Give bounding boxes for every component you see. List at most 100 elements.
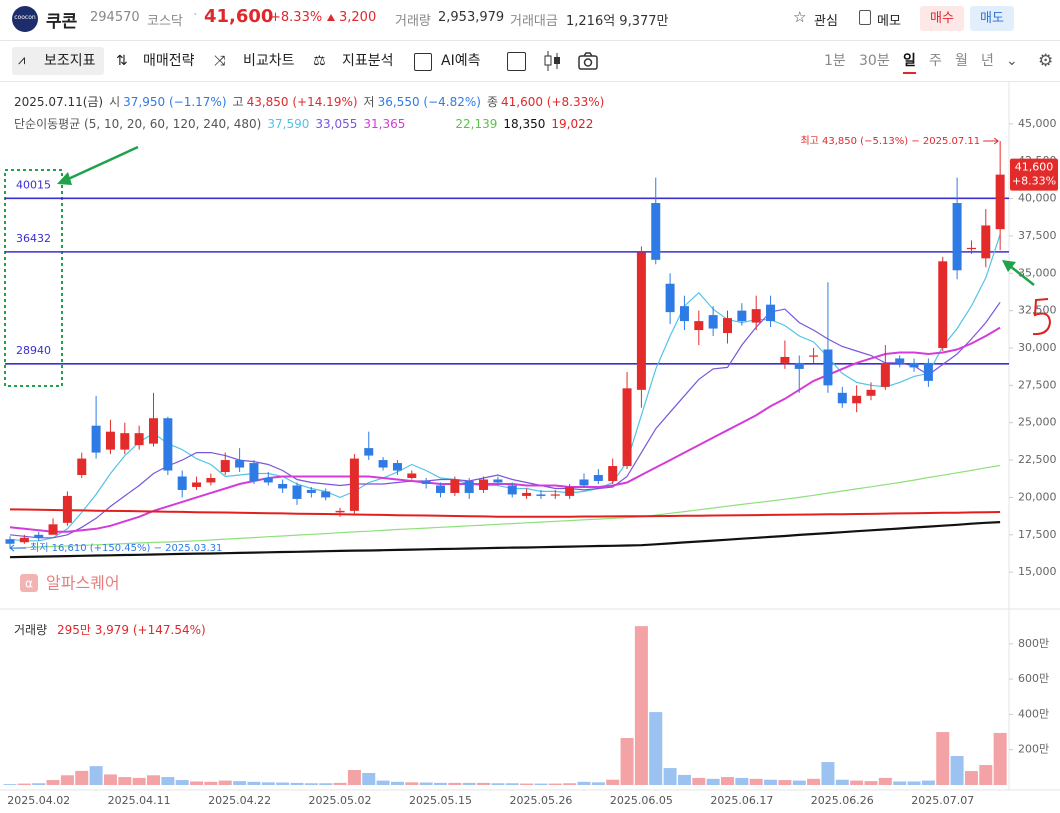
info-label: 고 [232,95,244,109]
volume-bar [979,765,993,785]
x-tick-label: 2025.06.17 [710,794,773,807]
period-button[interactable]: 월 [955,53,968,69]
candle-body [392,463,402,471]
y-tick-label: 42,500 [1018,154,1057,167]
candle-tool[interactable] [542,49,562,73]
y-tick-label: 15,000 [1018,565,1057,578]
info-value: 36,550 (−4.82%) [377,95,481,109]
candle-body [321,491,331,498]
y-tick-label: 17,500 [1018,528,1057,541]
x-tick-label: 2025.06.05 [610,794,673,807]
square-tool[interactable] [507,52,526,71]
settings[interactable]: ⚙ [1038,51,1054,71]
y-tick-label: 35,000 [1018,266,1057,279]
ohlc-info: 2025.07.11(금) 시 37,950 (−1.17%) 고 43,850 (+1… [14,93,610,110]
candle-body [780,356,790,363]
volume-bar [362,772,376,785]
market: 코스닥 [147,14,183,29]
handwritten-mark [1032,298,1052,336]
high-note-arrow [983,137,999,145]
volume-bar [46,780,60,785]
volume-bar [620,738,634,785]
volume-bar [591,782,605,785]
info-value: 37,950 (−1.17%) [123,95,227,109]
candle-body [995,174,1005,230]
x-tick-label: 2025.05.02 [309,794,372,807]
period-button[interactable]: 년 [981,53,994,69]
tool-icon: ⩘ [18,53,26,68]
memo-button[interactable]: 메모 [877,14,901,29]
volume-bar [577,781,591,785]
candle-body [206,477,216,483]
annotation-arrow [57,145,139,185]
buy-button[interactable]: 매수 [920,6,964,31]
volume-bar [462,782,476,785]
ma-value: 37,590 [267,117,310,131]
volume-bar [893,781,907,785]
candle-body [636,252,646,390]
tool-button[interactable]: AI예측 [441,53,481,69]
tool-button[interactable]: 비교차트 [243,53,295,69]
period-button[interactable]: 주 [929,53,942,69]
volume-bar [563,783,577,785]
volume-bar [434,782,447,785]
volume-bar [3,784,17,785]
candle-body [62,495,72,523]
volume-bar [448,782,462,785]
y-tick-label: 600만 [1018,672,1049,685]
candle-body [163,418,173,471]
change: 3,200 [339,10,377,25]
x-tick-label: 2025.07.07 [911,794,974,807]
tool-icon: ⚖ [313,53,326,69]
star-icon[interactable]: ☆ [793,8,807,26]
volume-bar [161,777,175,785]
volume-bar [634,626,648,785]
candle-body [263,477,273,483]
candle-body [608,466,618,481]
volume-bar [534,783,548,785]
candle-body [981,225,991,259]
volume-bar [491,783,505,785]
x-tick-label: 2025.05.15 [409,794,472,807]
volume-bar [850,780,864,785]
candle-body [737,310,747,322]
volume-bar [233,781,247,785]
x-tick-label: 2025.04.11 [108,794,171,807]
watch-button[interactable]: 관심 [814,14,838,29]
candle-body [120,433,130,450]
candle-body [565,486,575,496]
candle-body [852,395,862,404]
candle-body [593,475,603,481]
y-tick-label: 800만 [1018,637,1049,650]
volume-bar [964,771,978,785]
volume-bar [376,780,390,785]
candle-body [493,479,503,483]
watermark-icon-text: α [25,577,33,591]
candle-body [306,489,316,493]
level-label: 40015 [16,178,51,191]
volume-bar [118,777,132,785]
level-label: 28940 [16,344,51,357]
volume-bar [749,778,763,785]
tool-button[interactable]: 지표분석 [342,53,394,69]
info-label: 종 [486,95,498,109]
moving-average [9,326,1001,533]
period-button[interactable]: 일 [903,50,916,74]
period-button[interactable]: 1분 [824,53,846,69]
volume-bar [147,775,160,785]
y-tick-label: 30,000 [1018,341,1057,354]
camera-tool[interactable] [577,51,599,71]
tool-button[interactable]: 보조지표 [44,53,96,69]
sell-button[interactable]: 매도 [970,6,1014,31]
period-button[interactable]: 30분 [859,53,890,69]
candle-body [19,537,29,543]
volume-bar [32,783,46,785]
ma-value: 22,139 [455,117,498,131]
tool-button[interactable]: 매매전략 [143,53,195,69]
candle-body [679,306,689,322]
tool-icon: ⤨ [214,53,226,69]
x-tick-label: 2025.06.26 [811,794,874,807]
candle-body [794,362,804,369]
volume-bar [477,782,491,785]
chevron[interactable]: ⌄ [1006,53,1018,69]
